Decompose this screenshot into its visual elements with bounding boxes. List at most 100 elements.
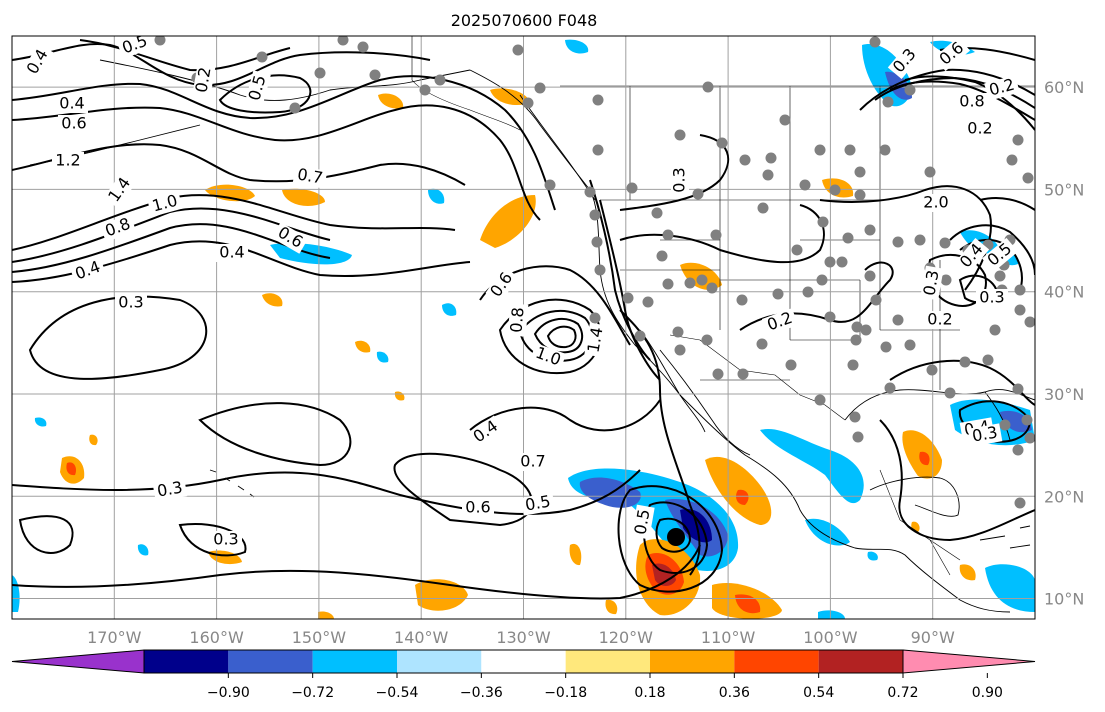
- contour-label-background: [631, 504, 655, 540]
- station-marker: [824, 256, 836, 268]
- station-marker: [626, 182, 638, 194]
- contour-line: [979, 197, 1035, 211]
- contour-label-background: [671, 164, 689, 196]
- station-marker: [926, 364, 938, 376]
- station-marker: [737, 368, 749, 380]
- contour-label-background: [216, 244, 248, 262]
- station-marker: [762, 169, 774, 181]
- contour-label-background: [887, 42, 923, 80]
- contour-label-background: [517, 453, 549, 471]
- contour-label-background: [56, 95, 88, 113]
- station-marker: [739, 154, 751, 166]
- colorbar-segment: [228, 650, 313, 673]
- station-marker: [512, 44, 524, 56]
- colorbar-tick-label: 0.54: [803, 685, 834, 701]
- station-marker: [904, 84, 916, 96]
- contour-label-background: [99, 214, 137, 242]
- colorbar-segment: [734, 650, 819, 673]
- station-marker: [1012, 444, 1024, 456]
- hawaii-islands: [209, 469, 255, 498]
- negative-anomaly-region: [442, 303, 457, 316]
- station-marker: [1012, 134, 1024, 146]
- contour-label-background: [967, 423, 1003, 447]
- contour-line: [12, 544, 701, 600]
- positive-anomaly-region: [605, 599, 618, 615]
- station-marker: [914, 234, 926, 246]
- colorbar-segment: [397, 650, 482, 673]
- station-marker: [706, 282, 718, 294]
- station-marker: [696, 274, 708, 286]
- station-marker: [716, 137, 728, 149]
- contour-line: [655, 517, 692, 553]
- gulf-of-california-coastline: [659, 349, 751, 456]
- station-marker: [337, 36, 349, 46]
- contour-label-background: [292, 165, 328, 189]
- contour-label-background: [984, 75, 1020, 101]
- station-marker: [357, 41, 369, 53]
- negative-anomaly-region: [985, 564, 1035, 612]
- cyclone-center-marker: [667, 528, 685, 546]
- positive-anomaly-region: [378, 93, 404, 109]
- contour-line: [889, 359, 1035, 406]
- station-marker: [959, 356, 971, 368]
- contour-label-background: [761, 308, 799, 336]
- contour-label-background: [245, 70, 271, 106]
- station-marker: [662, 278, 674, 290]
- colorbar-segment: [481, 650, 566, 673]
- alaska-canada-border: [411, 36, 521, 131]
- station-marker: [1014, 284, 1026, 296]
- colorbar-tick-label: 0.72: [887, 685, 918, 701]
- station-marker: [692, 188, 704, 200]
- contour-label: 0.7: [520, 452, 545, 471]
- alaska-coastline: [99, 59, 471, 101]
- station-marker: [860, 324, 872, 336]
- contour-label-background: [485, 266, 519, 304]
- contour-label-background: [69, 257, 107, 285]
- station-marker: [702, 81, 714, 93]
- positive-anomaly-region: [736, 489, 749, 505]
- contour-line: [949, 224, 1035, 276]
- negative-anomaly-region: [760, 429, 864, 504]
- station-marker: [892, 236, 904, 248]
- station-marker: [314, 67, 326, 79]
- colorbar-segment: [818, 650, 903, 673]
- contour-label-background: [147, 191, 183, 217]
- station-marker: [544, 179, 556, 191]
- florida-coastline: [984, 391, 1011, 441]
- contour-label-background: [584, 322, 608, 358]
- station-marker: [710, 229, 722, 241]
- station-marker: [534, 82, 546, 94]
- station-marker: [847, 359, 859, 371]
- contour-label: 0.3: [213, 530, 238, 549]
- positive-anomaly-region: [490, 88, 530, 106]
- positive-anomaly-region: [66, 462, 77, 476]
- contour-label: 1.2: [55, 151, 80, 170]
- colorbar-tick-label: −0.90: [207, 685, 250, 701]
- latitude-tick-label: 40°N: [1044, 283, 1084, 302]
- positive-anomaly-region: [735, 594, 761, 614]
- colorbar-segment: [650, 650, 735, 673]
- contour-line: [198, 402, 352, 467]
- negative-anomaly-region: [34, 417, 47, 427]
- station-marker: [880, 341, 892, 353]
- gulf-of-mexico-coastline: [844, 389, 1035, 421]
- contour-label-background: [520, 492, 556, 516]
- longitude-tick-label: 90°W: [911, 628, 955, 647]
- contour-label-background: [52, 152, 84, 170]
- positive-anomaly-region: [89, 434, 98, 446]
- contour-label: 0.6: [61, 114, 86, 133]
- colorbar-segment: [144, 650, 229, 673]
- colorbar-tick-label: −0.54: [376, 685, 419, 701]
- station-marker: [904, 339, 916, 351]
- station-marker: [634, 330, 646, 342]
- contour-label: 0.3: [118, 293, 143, 312]
- station-marker: [824, 311, 836, 323]
- positive-anomaly-region: [415, 579, 468, 611]
- contour-label: 0.6: [465, 498, 490, 517]
- longitude-tick-label: 140°W: [394, 628, 449, 647]
- negative-anomaly-region: [428, 188, 445, 204]
- contour-label-background: [115, 294, 147, 312]
- station-marker: [879, 144, 891, 156]
- station-markers: [154, 36, 1035, 509]
